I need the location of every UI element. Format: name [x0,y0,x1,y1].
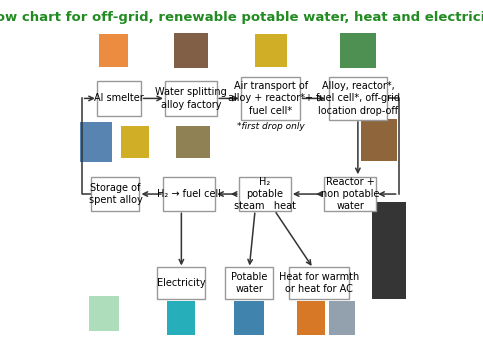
FancyBboxPatch shape [174,33,208,68]
FancyBboxPatch shape [121,126,149,157]
FancyBboxPatch shape [80,122,112,162]
FancyBboxPatch shape [329,301,355,334]
Text: Reactor +
non potable
water: Reactor + non potable water [321,177,379,211]
Text: H₂ → fuel cell: H₂ → fuel cell [157,189,221,199]
Text: Air transport of
alloy + reactor*+
fuel cell*: Air transport of alloy + reactor*+ fuel … [228,81,313,116]
Text: Storage of
spent alloy: Storage of spent alloy [88,183,142,205]
FancyBboxPatch shape [324,177,376,211]
FancyBboxPatch shape [289,267,349,299]
FancyBboxPatch shape [176,126,210,157]
Text: Flow chart for off-grid, renewable potable water, heat and electricity: Flow chart for off-grid, renewable potab… [0,12,483,25]
FancyBboxPatch shape [372,202,406,299]
FancyBboxPatch shape [234,301,264,334]
FancyBboxPatch shape [340,33,376,68]
FancyBboxPatch shape [298,301,325,334]
FancyBboxPatch shape [168,301,195,334]
FancyBboxPatch shape [163,177,215,211]
FancyBboxPatch shape [91,177,140,211]
FancyBboxPatch shape [255,34,286,67]
FancyBboxPatch shape [241,77,300,120]
Text: Potable
water: Potable water [231,272,268,294]
FancyBboxPatch shape [225,267,273,299]
Text: Water splitting
alloy factory: Water splitting alloy factory [155,87,227,110]
FancyBboxPatch shape [165,81,217,115]
Text: Al smelter: Al smelter [94,93,144,104]
FancyBboxPatch shape [239,177,291,211]
FancyBboxPatch shape [361,119,397,161]
FancyBboxPatch shape [97,81,142,115]
FancyBboxPatch shape [157,267,205,299]
Text: Electricity: Electricity [157,278,206,288]
FancyBboxPatch shape [89,296,119,331]
Text: Heat for warmth
or heat for AC: Heat for warmth or heat for AC [279,272,359,294]
Text: *first drop only: *first drop only [237,122,304,131]
Text: Alloy, reactor*,
fuel cell*, off-grid
location drop-off: Alloy, reactor*, fuel cell*, off-grid lo… [316,81,400,116]
Text: H₂
potable
steam   heat: H₂ potable steam heat [234,177,296,211]
FancyBboxPatch shape [99,34,128,67]
FancyBboxPatch shape [329,77,387,120]
